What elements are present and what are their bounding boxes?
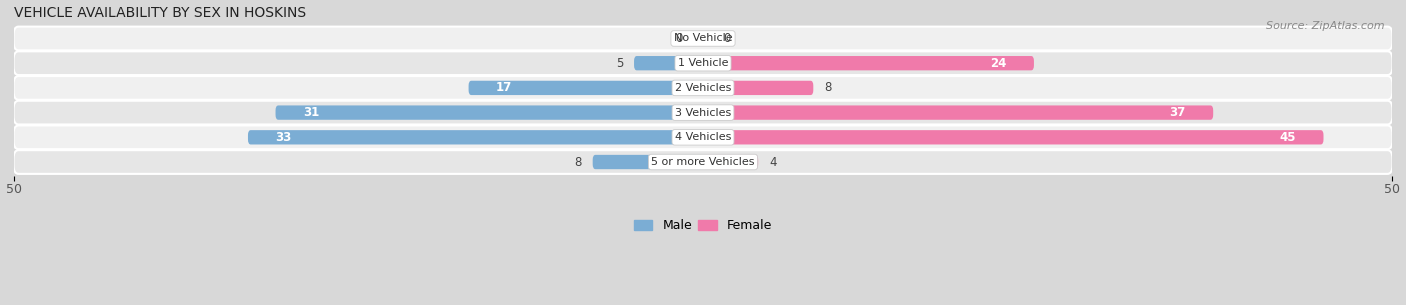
FancyBboxPatch shape [634, 56, 703, 70]
Text: 5: 5 [616, 57, 623, 70]
FancyBboxPatch shape [703, 56, 1033, 70]
Text: 2 Vehicles: 2 Vehicles [675, 83, 731, 93]
Legend: Male, Female: Male, Female [628, 214, 778, 237]
Text: 33: 33 [276, 131, 292, 144]
FancyBboxPatch shape [14, 150, 1392, 174]
FancyBboxPatch shape [703, 155, 758, 169]
FancyBboxPatch shape [247, 130, 703, 145]
FancyBboxPatch shape [468, 81, 703, 95]
Text: No Vehicle: No Vehicle [673, 34, 733, 44]
FancyBboxPatch shape [593, 155, 703, 169]
Text: 45: 45 [1279, 131, 1296, 144]
Text: 5 or more Vehicles: 5 or more Vehicles [651, 157, 755, 167]
Text: 37: 37 [1170, 106, 1185, 119]
Text: 1 Vehicle: 1 Vehicle [678, 58, 728, 68]
Text: 0: 0 [724, 32, 731, 45]
Text: Source: ZipAtlas.com: Source: ZipAtlas.com [1267, 21, 1385, 31]
Text: 24: 24 [990, 57, 1007, 70]
FancyBboxPatch shape [14, 125, 1392, 149]
Text: 0: 0 [675, 32, 682, 45]
FancyBboxPatch shape [14, 51, 1392, 75]
Text: 8: 8 [574, 156, 582, 169]
FancyBboxPatch shape [14, 76, 1392, 100]
FancyBboxPatch shape [703, 81, 813, 95]
Text: 4 Vehicles: 4 Vehicles [675, 132, 731, 142]
FancyBboxPatch shape [14, 27, 1392, 50]
FancyBboxPatch shape [703, 106, 1213, 120]
FancyBboxPatch shape [14, 101, 1392, 124]
Text: 17: 17 [496, 81, 512, 94]
Text: 8: 8 [824, 81, 832, 94]
Text: 4: 4 [769, 156, 776, 169]
Text: 31: 31 [304, 106, 319, 119]
FancyBboxPatch shape [703, 130, 1323, 145]
Text: VEHICLE AVAILABILITY BY SEX IN HOSKINS: VEHICLE AVAILABILITY BY SEX IN HOSKINS [14, 5, 305, 20]
FancyBboxPatch shape [276, 106, 703, 120]
Text: 3 Vehicles: 3 Vehicles [675, 108, 731, 118]
